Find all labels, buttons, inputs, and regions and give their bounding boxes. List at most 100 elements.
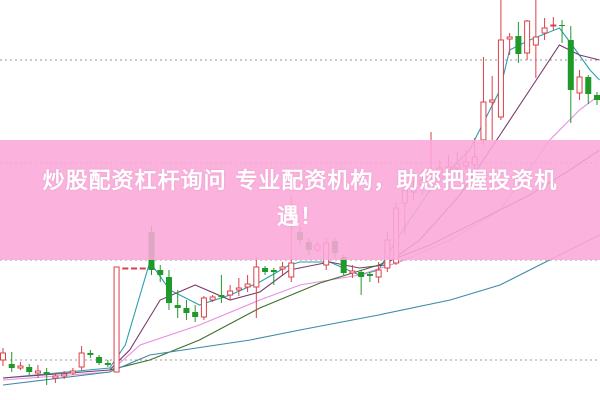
candle-body (489, 99, 496, 103)
down-candle (585, 75, 592, 104)
candle-body (200, 297, 207, 318)
up-candle (52, 373, 59, 383)
candle-body (227, 290, 234, 296)
up-candle (113, 266, 120, 373)
up-candle (576, 70, 583, 100)
candle-body (270, 270, 277, 272)
candle-body (559, 25, 566, 26)
candle-body (78, 352, 85, 368)
candle-body (585, 77, 592, 94)
down-candle (43, 368, 50, 385)
up-candle (61, 371, 68, 379)
down-candle (87, 350, 94, 358)
up-candle (122, 267, 129, 270)
up-candle (497, 0, 504, 120)
down-candle (104, 360, 111, 367)
candle-body (567, 40, 574, 90)
up-candle (227, 285, 234, 300)
up-candle (524, 20, 531, 60)
candle-body (244, 283, 251, 288)
moving-average-line (2, 234, 600, 386)
candle-body (192, 312, 199, 317)
candle-body (87, 353, 94, 355)
candle-body (113, 266, 120, 373)
candle-body (34, 370, 41, 374)
candle-body (43, 372, 50, 374)
up-candle (131, 267, 138, 270)
candle-body (8, 364, 15, 368)
candle-body (0, 352, 6, 361)
up-candle (541, 18, 548, 40)
candle-body (157, 270, 164, 275)
up-candle (69, 368, 76, 375)
candle-body (340, 257, 347, 273)
candle-body (262, 268, 269, 272)
candle-body (279, 266, 286, 270)
up-candle (200, 296, 207, 320)
down-candle (174, 290, 181, 318)
candle-body (69, 370, 76, 374)
candle-body (375, 269, 382, 278)
up-candle (532, 0, 539, 78)
up-candle (550, 17, 557, 30)
candle-body (96, 357, 103, 363)
up-candle (78, 346, 85, 370)
candle-body (17, 365, 24, 369)
down-candle (26, 364, 33, 375)
up-candle (235, 278, 242, 296)
down-candle (218, 275, 225, 303)
down-candle (270, 268, 277, 285)
up-candle (17, 362, 24, 370)
candle-body (288, 262, 295, 278)
candle-body (594, 95, 600, 100)
candle-body (61, 373, 68, 377)
candle-body (358, 272, 365, 277)
candle-body (174, 305, 181, 308)
down-candle (8, 352, 15, 372)
banner-text-line-2: 遇！ (276, 205, 323, 230)
down-candle (157, 265, 164, 282)
up-candle (253, 257, 260, 318)
candle-body (515, 36, 522, 54)
up-candle (0, 348, 6, 366)
candle-body (576, 76, 583, 94)
candle-body (497, 39, 504, 118)
candle-body (139, 267, 146, 270)
candle-body (52, 375, 59, 379)
candle-body (366, 274, 373, 276)
down-candle (165, 270, 172, 310)
up-candle (489, 76, 496, 140)
up-candle (480, 57, 487, 145)
candle-body (235, 287, 242, 291)
candle-body (253, 266, 260, 288)
candle-body (349, 270, 356, 274)
candle-body (532, 36, 539, 46)
up-candle (375, 262, 382, 283)
candle-body (524, 20, 531, 54)
up-candle (139, 267, 146, 270)
up-candle (244, 275, 251, 292)
candle-body (209, 296, 216, 301)
down-candle (262, 266, 269, 275)
candle-body (26, 367, 33, 372)
candle-body (218, 295, 225, 297)
down-candle (183, 300, 190, 320)
candle-body (165, 277, 172, 303)
up-candle (34, 365, 41, 378)
candle-body (183, 308, 190, 313)
down-candle (559, 20, 566, 43)
candle-body (506, 36, 513, 40)
banner-text-line-1: 炒股配资杠杆询问 专业配资机构，助您把握投资机 (42, 169, 558, 194)
down-candle (358, 270, 365, 295)
down-candle (96, 355, 103, 365)
candle-body (541, 27, 548, 34)
up-candle (349, 265, 356, 278)
candle-body (131, 267, 138, 270)
down-candle (515, 22, 522, 63)
down-candle (366, 272, 373, 282)
down-candle (192, 305, 199, 322)
candle-body (480, 101, 487, 141)
candle-body (550, 24, 557, 27)
